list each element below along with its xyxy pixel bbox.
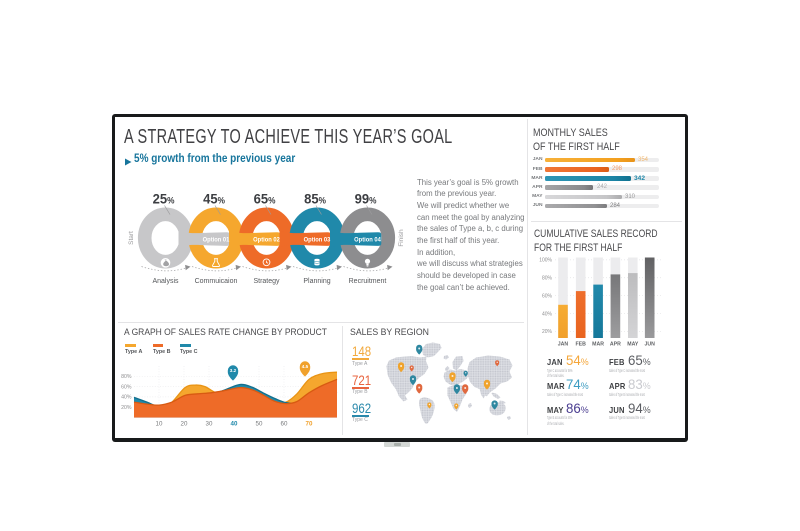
svg-text:Planning: Planning [303, 278, 330, 285]
svg-text:45%: 45% [203, 191, 225, 207]
svg-text:Option 02: Option 02 [253, 236, 280, 243]
svg-text:60%: 60% [121, 384, 132, 390]
svg-text:Finish: Finish [398, 229, 405, 247]
svg-text:Analysis: Analysis [152, 278, 179, 285]
svg-text:99%: 99% [355, 191, 377, 207]
svg-text:70: 70 [306, 421, 313, 428]
svg-text:30: 30 [206, 421, 213, 428]
svg-text:65%: 65% [254, 191, 276, 207]
svg-text:MAY: MAY [627, 342, 639, 348]
svg-text:FEB: FEB [576, 342, 587, 348]
svg-text:Start: Start [128, 231, 135, 245]
svg-text:40: 40 [231, 421, 238, 428]
svg-text:80%: 80% [542, 276, 553, 282]
svg-text:JAN: JAN [558, 342, 569, 348]
svg-text:85%: 85% [304, 191, 326, 207]
svg-text:20%: 20% [542, 329, 553, 335]
svg-text:60%: 60% [542, 293, 553, 299]
svg-text:4.5: 4.5 [302, 364, 309, 369]
svg-text:Strategy: Strategy [253, 278, 280, 285]
svg-text:20%: 20% [121, 405, 132, 411]
svg-text:80%: 80% [121, 374, 132, 380]
svg-text:20: 20 [181, 421, 188, 428]
svg-text:MAR: MAR [592, 342, 604, 348]
svg-text:40%: 40% [542, 311, 553, 317]
svg-text:100%: 100% [539, 258, 552, 264]
svg-text:40%: 40% [121, 395, 132, 401]
svg-text:50: 50 [256, 421, 263, 428]
svg-text:Commuicaion: Commuicaion [195, 278, 238, 285]
svg-text:Recruitment: Recruitment [349, 278, 387, 285]
svg-text:APR: APR [610, 342, 621, 348]
svg-text:Option 01: Option 01 [203, 236, 230, 243]
svg-text:10: 10 [156, 421, 163, 428]
svg-text:60: 60 [281, 421, 288, 428]
svg-text:Option 04: Option 04 [354, 236, 381, 243]
svg-text:3.2: 3.2 [230, 368, 237, 373]
svg-text:JUN: JUN [645, 342, 656, 348]
svg-text:25%: 25% [153, 191, 175, 207]
svg-text:Option 03: Option 03 [304, 236, 331, 243]
